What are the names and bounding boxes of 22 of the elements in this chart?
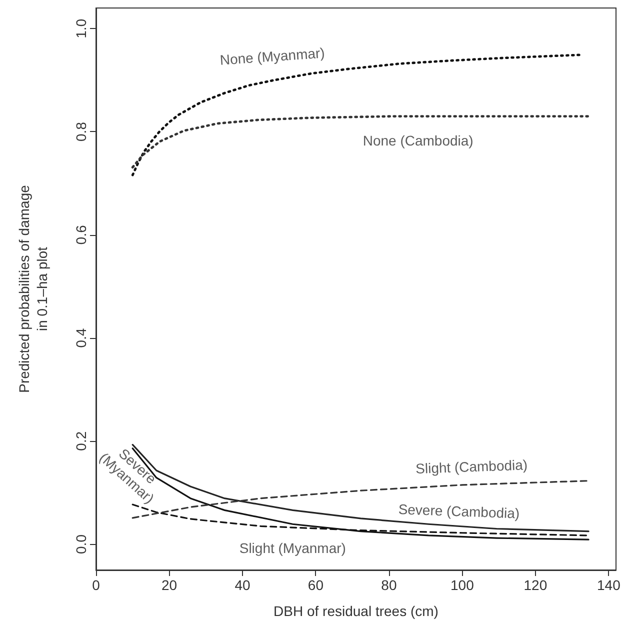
x-tick-label: 100	[450, 577, 474, 593]
y-tick-label: 0.0	[73, 534, 89, 554]
series-label: Slight (Myanmar)	[239, 540, 346, 556]
series-label: Severe (Cambodia)	[398, 501, 520, 522]
x-tick-label: 80	[381, 577, 397, 593]
series-label: None (Cambodia)	[362, 132, 474, 148]
x-tick-label: 40	[234, 577, 250, 593]
line-series	[131, 115, 590, 169]
y-tick-label: 0.4	[73, 328, 89, 348]
x-tick-label: 0	[92, 577, 100, 593]
x-tick-label: 60	[308, 577, 324, 593]
x-tick-label: 20	[161, 577, 178, 593]
y-tick-label: 0.8	[73, 122, 89, 142]
series-label: None (Myanmar)	[219, 44, 326, 68]
x-tick-label: 120	[524, 577, 548, 593]
y-axis-title: Predicted probabilities of damage in 0.1–ha plot	[16, 184, 50, 393]
y-tick-label: 1.0	[73, 18, 89, 38]
y-tick-label: 0.6	[73, 224, 89, 245]
y-tick-label: 0.2	[73, 431, 89, 451]
series-label: Slight (Cambodia)	[415, 456, 528, 477]
x-tick-label: 140	[596, 577, 621, 593]
x-axis-title: DBH of residual trees (cm)	[274, 603, 438, 619]
